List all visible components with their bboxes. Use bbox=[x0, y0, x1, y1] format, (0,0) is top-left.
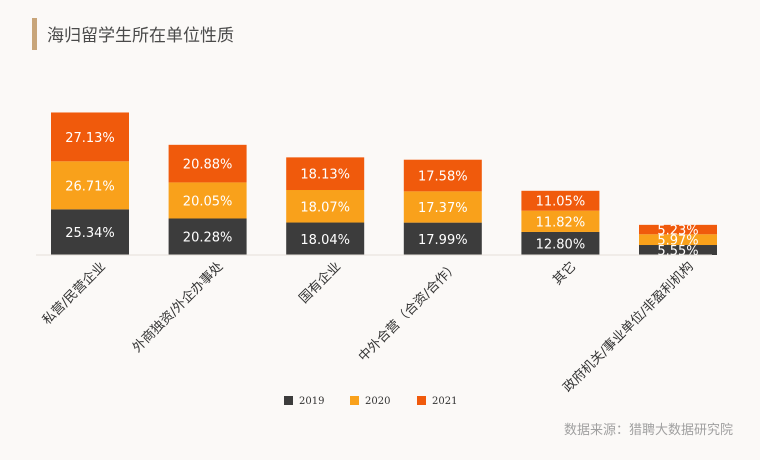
bar-2019-0 bbox=[51, 209, 129, 255]
category-label-0: 私营/民营企业 bbox=[39, 259, 109, 329]
category-label-1: 外商独资/外企办事处 bbox=[129, 259, 226, 356]
chart-title: 海归留学生所在单位性质 bbox=[47, 26, 234, 46]
legend-label-2021: 2021 bbox=[432, 396, 457, 407]
bar-2020-5 bbox=[639, 234, 717, 246]
legend-swatch-2019 bbox=[284, 396, 293, 405]
bar-2019-3 bbox=[403, 222, 482, 255]
legend-label-2020: 2020 bbox=[365, 396, 390, 407]
bar-label-2021-3: 17.58% bbox=[418, 170, 468, 185]
bar-2021-1 bbox=[168, 144, 247, 183]
category-label-4: 其它 bbox=[550, 259, 580, 289]
bar-label-2019-3: 17.99% bbox=[418, 233, 468, 248]
bar-2019-1 bbox=[168, 218, 247, 255]
bar-2020-2 bbox=[286, 190, 365, 223]
bar-label-2021-5: 5.23% bbox=[657, 224, 698, 239]
bar-label-2020-3: 17.37% bbox=[418, 201, 468, 216]
bar-label-2019-2: 18.04% bbox=[300, 233, 350, 248]
category-label-3: 中外合营（合资/合作） bbox=[356, 259, 462, 365]
bar-label-2021-0: 27.13% bbox=[65, 131, 115, 146]
bar-2020-1 bbox=[168, 182, 247, 219]
bar-label-2020-4: 11.82% bbox=[536, 215, 586, 230]
bar-label-2020-0: 26.71% bbox=[65, 179, 115, 194]
category-labels: 私营/民营企业 外商独资/外企办事处 国有企业 中外合营（合资/合作） 其它政府机关/事… bbox=[39, 259, 697, 396]
bar-2019-5 bbox=[639, 245, 717, 255]
bar-label-2020-5: 5.97% bbox=[657, 234, 698, 249]
bar-2021-5 bbox=[639, 224, 717, 235]
bar-label-2019-0: 25.34% bbox=[65, 226, 115, 241]
bar-label-2020-2: 18.07% bbox=[300, 200, 350, 215]
bar-2020-4 bbox=[521, 210, 600, 232]
category-label-5: 政府机关/事业单位/非盈利机构 bbox=[561, 259, 697, 395]
bar-label-2020-1: 20.05% bbox=[183, 194, 233, 209]
bar-2019-4 bbox=[521, 231, 600, 255]
bar-2020-3 bbox=[403, 191, 482, 223]
bars-group: 25.34% 26.71% 27.13% 20.28% 20.05% 20.88% 18.0… bbox=[51, 112, 717, 259]
bar-2019-2 bbox=[286, 222, 365, 255]
bar-label-2019-4: 12.80% bbox=[536, 237, 586, 252]
legend: 2019 2020 2021 bbox=[284, 396, 457, 407]
legend-swatch-2021 bbox=[417, 396, 426, 405]
bar-2021-2 bbox=[286, 157, 365, 191]
legend-label-2019: 2019 bbox=[299, 396, 324, 407]
category-label-2: 国有企业 bbox=[296, 259, 344, 307]
bar-label-2021-2: 18.13% bbox=[300, 168, 350, 183]
legend-swatch-2020 bbox=[350, 396, 359, 405]
bar-label-2019-1: 20.28% bbox=[183, 231, 233, 246]
bar-2021-0 bbox=[51, 112, 129, 162]
source-note: 数据来源：猎聘大数据研究院 bbox=[564, 423, 733, 438]
bar-2020-0 bbox=[51, 161, 129, 210]
title-accent-bar bbox=[32, 18, 37, 50]
bar-2021-3 bbox=[403, 159, 482, 192]
bar-2021-4 bbox=[521, 190, 600, 211]
bar-label-2021-4: 11.05% bbox=[536, 195, 586, 210]
bar-label-2021-1: 20.88% bbox=[183, 158, 233, 173]
